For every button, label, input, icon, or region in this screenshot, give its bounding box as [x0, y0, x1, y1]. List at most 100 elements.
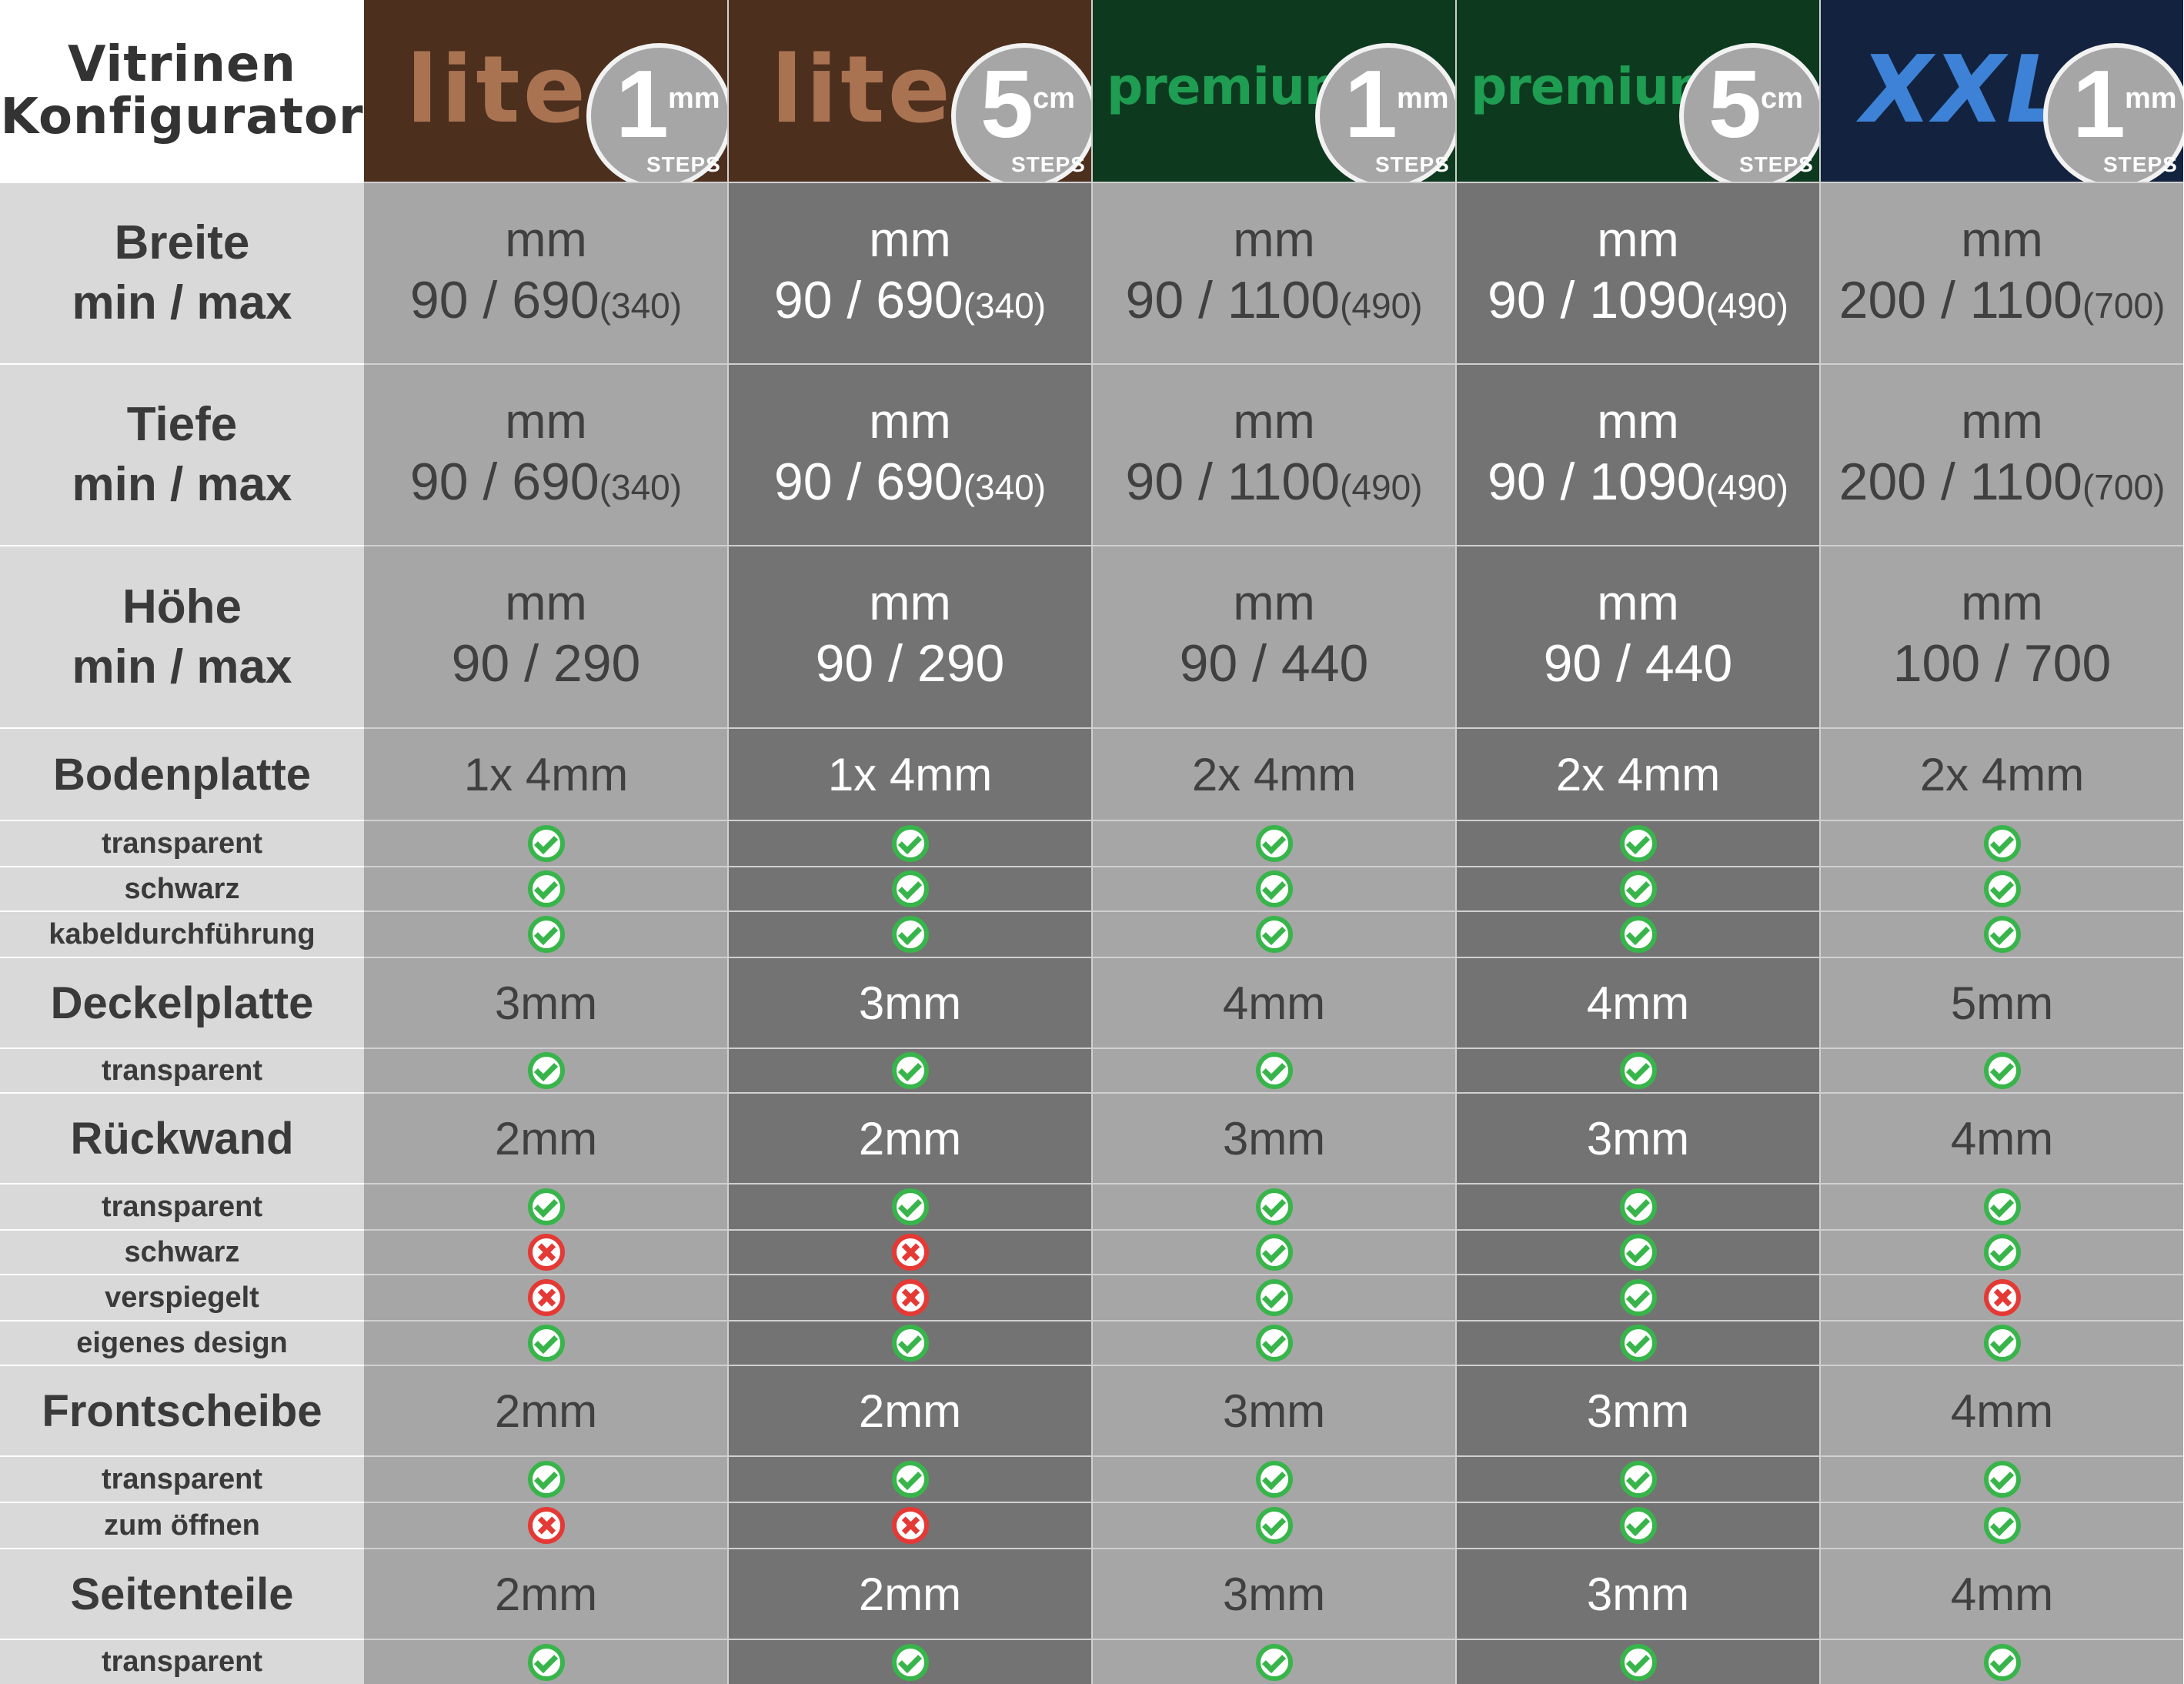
- column-header-premium-1mm: premium 1 mm STEPS: [1091, 0, 1455, 182]
- table-cell: [1455, 1639, 1819, 1684]
- table-cell: [1091, 1047, 1455, 1092]
- table-cell: [1455, 820, 1819, 866]
- table-cell: 3mm: [1091, 1365, 1455, 1455]
- unit-label: mm: [505, 393, 587, 449]
- range-value: 90 / 690(340): [774, 269, 1046, 337]
- title-line-2: Konfigurator: [0, 89, 364, 145]
- check-icon: [891, 1461, 929, 1498]
- table-cell: mm 90 / 440: [1091, 545, 1455, 727]
- cross-icon: [891, 1279, 929, 1316]
- steps-label: STEPS: [2103, 152, 2178, 176]
- table-cell: 5mm: [1819, 957, 2183, 1047]
- table-cell: [727, 866, 1091, 910]
- table-cell: [727, 1502, 1091, 1548]
- row-label: Rückwand: [0, 1092, 364, 1183]
- unit-label: mm: [869, 575, 951, 630]
- step-badge: 5 cm STEPS: [951, 43, 1091, 182]
- table-cell: mm 90 / 440: [1455, 545, 1819, 727]
- row-label-line: Deckelplatte: [50, 977, 314, 1028]
- thickness-value: 2mm: [494, 1385, 598, 1437]
- check-icon: [1983, 1325, 2021, 1362]
- table-cell: mm 90 / 690(340): [727, 363, 1091, 545]
- step-unit: mm: [1397, 82, 1449, 115]
- title-line-1: Vitrinen: [68, 36, 296, 93]
- step-badge: 1 mm STEPS: [1315, 43, 1455, 182]
- range-value: 90 / 290: [816, 632, 1005, 700]
- check-icon: [1255, 1052, 1293, 1089]
- table-cell: 3mm: [1455, 1365, 1819, 1455]
- table-cell: [364, 820, 728, 866]
- check-icon: [1983, 1461, 2021, 1498]
- thickness-value: 3mm: [1222, 1112, 1326, 1164]
- default-value: (700): [2082, 285, 2166, 326]
- unit-label: mm: [869, 211, 951, 267]
- check-icon: [1983, 1052, 2021, 1089]
- check-icon: [891, 1325, 929, 1362]
- row-label: schwarz: [0, 866, 364, 910]
- row-label: Breite min / max: [0, 182, 364, 363]
- row-label: transparent: [0, 820, 364, 866]
- thickness-value: 1x 4mm: [827, 748, 993, 800]
- check-icon: [891, 1188, 929, 1225]
- min-max-value: 100 / 700: [1892, 634, 2112, 693]
- range-value: 200 / 1100(700): [1839, 269, 2166, 337]
- default-value: (700): [2082, 466, 2166, 507]
- table-cell: [1819, 1455, 2183, 1502]
- check-icon: [1619, 1325, 1657, 1362]
- steps-label: STEPS: [646, 152, 721, 176]
- check-icon: [1619, 1234, 1657, 1271]
- table-cell: [364, 1320, 728, 1365]
- default-value: (490): [1340, 466, 1423, 507]
- default-value: (490): [1340, 285, 1423, 326]
- check-icon: [891, 1643, 929, 1681]
- row-label-line: min / max: [72, 640, 292, 693]
- range-value: 100 / 700: [1893, 632, 2112, 700]
- table-cell: 2x 4mm: [1091, 727, 1455, 820]
- table-cell: mm 90 / 690(340): [727, 182, 1091, 363]
- thickness-value: 1x 4mm: [463, 748, 629, 800]
- table-cell: [364, 1274, 728, 1320]
- thickness-value: 3mm: [1586, 1568, 1690, 1620]
- table-cell: [364, 1183, 728, 1229]
- table-cell: 4mm: [1455, 957, 1819, 1047]
- table-cell: [1819, 910, 2183, 957]
- table-cell: [727, 1320, 1091, 1365]
- row-label: kabeldurchführung: [0, 910, 364, 957]
- thickness-value: 3mm: [1222, 1385, 1326, 1437]
- table-cell: [1091, 1455, 1455, 1502]
- table-cell: mm 90 / 1090(490): [1455, 363, 1819, 545]
- table-cell: [364, 1047, 728, 1092]
- thickness-value: 3mm: [1586, 1112, 1690, 1164]
- row-label: verspiegelt: [0, 1274, 364, 1320]
- row-label-line: min / max: [72, 458, 292, 511]
- check-icon: [1255, 1643, 1293, 1681]
- unit-label: mm: [869, 393, 951, 449]
- table-cell: 1x 4mm: [727, 727, 1091, 820]
- table-cell: mm 90 / 690(340): [364, 363, 728, 545]
- check-icon: [527, 1188, 565, 1225]
- check-icon: [1619, 1052, 1657, 1089]
- table-cell: [727, 1183, 1091, 1229]
- thickness-value: 2x 4mm: [1555, 748, 1721, 800]
- thickness-value: 3mm: [494, 977, 598, 1029]
- table-cell: [1455, 1047, 1819, 1092]
- row-label-line: Bodenplatte: [52, 749, 312, 800]
- step-unit: mm: [2125, 82, 2177, 115]
- check-icon: [1983, 1643, 2021, 1681]
- range-value: 90 / 1090(490): [1488, 450, 1788, 519]
- min-max-value: 90 / 440: [1543, 634, 1733, 693]
- row-label: eigenes design: [0, 1320, 364, 1365]
- thickness-value: 4mm: [1222, 977, 1326, 1029]
- check-icon: [1255, 1188, 1293, 1225]
- table-cell: 3mm: [1091, 1092, 1455, 1183]
- row-label: Frontscheibe: [0, 1365, 364, 1455]
- check-icon: [1619, 916, 1657, 953]
- row-label-line: Tiefe: [126, 398, 238, 451]
- row-label-line: Seitenteile: [70, 1569, 294, 1619]
- table-cell: 2mm: [727, 1548, 1091, 1639]
- step-value: 5: [1708, 52, 1762, 158]
- unit-label: mm: [1233, 393, 1315, 449]
- range-value: 90 / 1100(490): [1126, 269, 1423, 337]
- unit-label: mm: [1597, 575, 1679, 630]
- check-icon: [1619, 1461, 1657, 1498]
